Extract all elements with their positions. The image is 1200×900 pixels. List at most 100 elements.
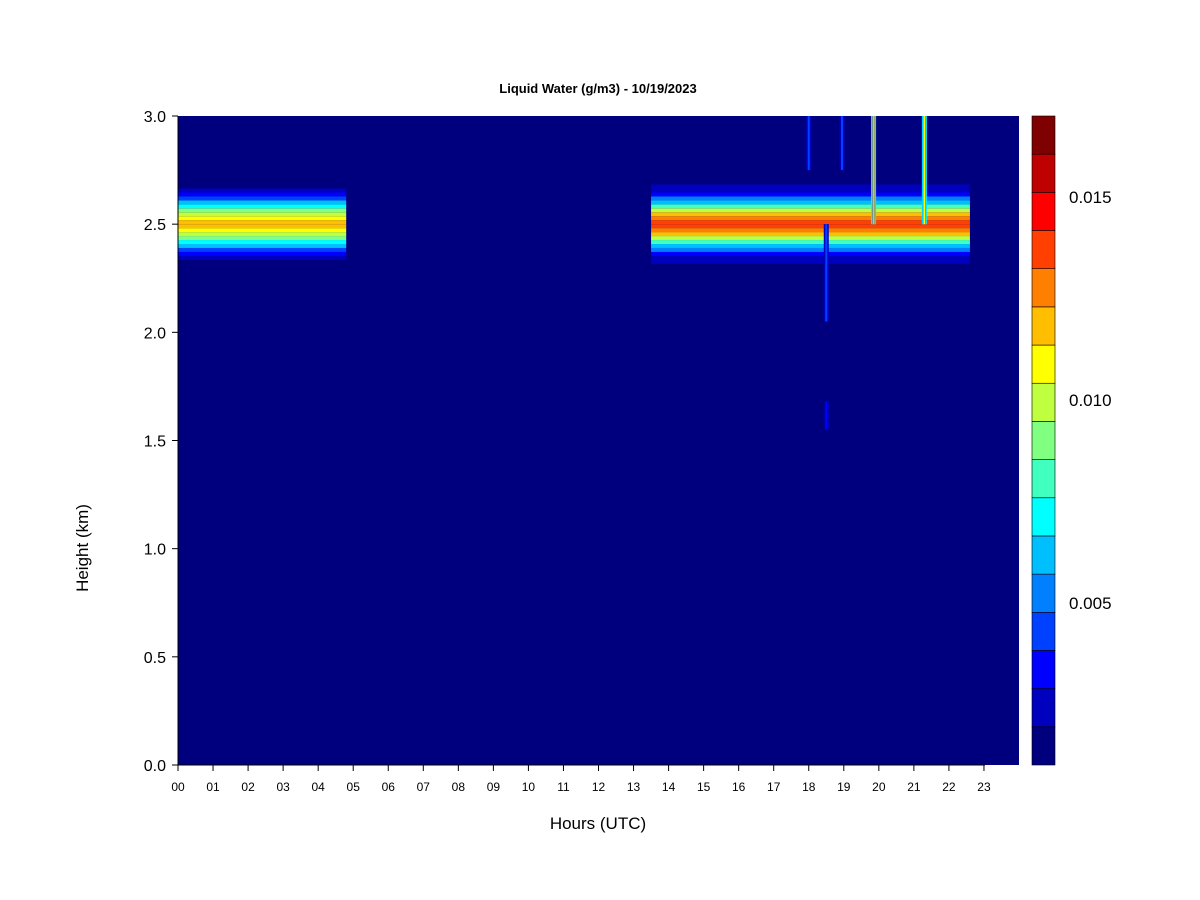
x-tick-label: 05 <box>347 780 361 794</box>
x-tick-label: 10 <box>522 780 536 794</box>
heatmap-cell <box>178 220 347 225</box>
x-tick-label: 14 <box>662 780 676 794</box>
heatmap-cell <box>872 116 875 225</box>
colorbar-swatch <box>1031 726 1056 766</box>
heatmap-cell <box>841 116 844 171</box>
x-tick-label: 16 <box>732 780 746 794</box>
y-tick-label: 0.5 <box>144 650 166 667</box>
heatmap-cell <box>651 176 970 181</box>
heatmap-cell <box>178 232 347 237</box>
heatmap-cell <box>651 224 970 229</box>
heatmap-cell <box>651 188 970 193</box>
heatmap-cell <box>178 240 347 244</box>
x-tick-label: 20 <box>872 780 886 794</box>
colorbar-swatch <box>1031 192 1056 231</box>
x-tick-label: 03 <box>276 780 290 794</box>
heatmap-cell <box>178 251 347 256</box>
heatmap-cell <box>651 240 970 244</box>
heatmap-cell <box>651 263 970 268</box>
colorbar-swatch <box>1031 153 1056 193</box>
x-axis: 00 01 02 03 04 05 06 07 08 09 10 11 12 13 14 15 16 17 18 19… <box>171 764 991 794</box>
heatmap-cell <box>651 204 970 209</box>
heatmap-cell <box>178 216 347 221</box>
colorbar: 0.005 0.010 0.015 <box>1031 115 1112 766</box>
heatmap-cell <box>178 267 347 272</box>
heatmap-cell <box>651 228 970 233</box>
x-tick-label: 15 <box>697 780 711 794</box>
heatmap-cell <box>178 263 347 268</box>
heatmap-cell <box>651 232 970 237</box>
heatmap-cell <box>178 255 347 260</box>
colorbar-tick-label: 0.015 <box>1069 188 1112 207</box>
colorbar-swatch <box>1031 230 1056 270</box>
x-tick-label: 01 <box>206 780 220 794</box>
x-tick-label: 09 <box>487 780 501 794</box>
x-tick-label: 22 <box>942 780 956 794</box>
heatmap-cell <box>178 259 347 264</box>
chart-title: Liquid Water (g/m3) - 10/19/2023 <box>499 81 696 96</box>
colorbar-swatch <box>1031 268 1056 308</box>
colorbar-swatch <box>1031 115 1056 155</box>
heatmap-cell <box>651 259 970 264</box>
x-tick-label: 04 <box>311 780 325 794</box>
heatmap-cell <box>651 220 970 225</box>
x-tick-label: 18 <box>802 780 816 794</box>
heatmap-cell <box>651 200 970 205</box>
heatmap-cell <box>807 116 810 171</box>
x-tick-label: 17 <box>767 780 781 794</box>
x-tick-label: 13 <box>627 780 641 794</box>
heatmap-cell <box>178 247 347 252</box>
heatmap-cell <box>651 216 970 221</box>
plot-area <box>178 116 1019 765</box>
colorbar-swatch <box>1031 459 1056 499</box>
y-tick-label: 0.0 <box>144 758 166 775</box>
heatmap-cell <box>651 267 970 272</box>
heatmap-cell <box>825 224 828 322</box>
heatmap-cell <box>923 116 926 225</box>
heatmap-cell <box>178 224 347 229</box>
x-tick-label: 07 <box>417 780 431 794</box>
heatmap-cell <box>178 184 347 189</box>
heatmap-cell <box>178 196 347 201</box>
colorbar-swatch <box>1031 421 1056 460</box>
heatmap-cell <box>651 251 970 256</box>
heatmap-cell <box>651 192 970 197</box>
heatmap-cell <box>651 247 970 252</box>
heatmap-cell <box>178 228 347 233</box>
x-tick-label: 23 <box>977 780 991 794</box>
heatmap-cell <box>178 192 347 197</box>
y-tick-label: 2.0 <box>144 325 166 342</box>
x-tick-label: 08 <box>452 780 466 794</box>
colorbar-swatch <box>1031 306 1056 346</box>
colorbar-swatch <box>1031 650 1056 689</box>
colorbar-swatch <box>1031 344 1056 384</box>
x-tick-label: 02 <box>241 780 255 794</box>
colorbar-swatch <box>1031 535 1056 575</box>
colorbar-swatch <box>1031 688 1056 728</box>
heatmap-cells <box>178 116 970 430</box>
heatmap-cell <box>178 212 347 217</box>
heatmap-cell <box>178 176 347 181</box>
heatmap-cell <box>178 236 347 241</box>
colorbar-swatch <box>1031 382 1056 422</box>
heatmap-cell <box>178 243 347 248</box>
x-tick-label: 19 <box>837 780 851 794</box>
y-tick-label: 1.0 <box>144 542 166 559</box>
heatmap-cell <box>651 184 970 189</box>
colorbar-swatch <box>1031 611 1056 651</box>
heatmap-cell <box>178 204 347 209</box>
heatmap-cell <box>651 212 970 217</box>
colorbar-tick-label: 0.010 <box>1069 391 1112 410</box>
heatmap-cell <box>178 180 347 185</box>
y-tick-label: 3.0 <box>144 109 166 126</box>
y-axis-label: Height (km) <box>73 504 92 592</box>
heatmap-cell <box>651 208 970 213</box>
heatmap-cell <box>651 196 970 201</box>
heatmap-cell <box>825 401 828 430</box>
x-tick-label: 21 <box>907 780 921 794</box>
x-tick-label: 11 <box>557 780 570 794</box>
x-tick-label: 06 <box>382 780 396 794</box>
colorbar-swatch <box>1031 573 1056 613</box>
y-axis: 0.0 0.5 1.0 1.5 2.0 2.5 3.0 <box>144 109 179 775</box>
